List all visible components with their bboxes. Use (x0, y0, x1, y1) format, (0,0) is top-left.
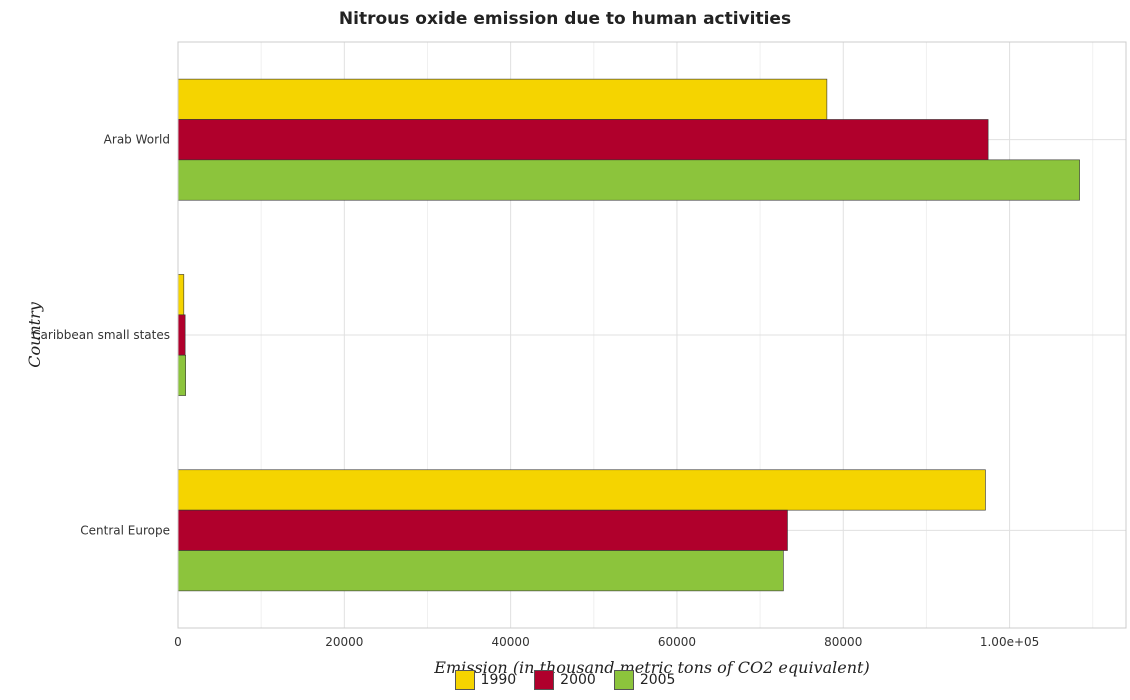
legend-item: 2005 (613, 670, 676, 690)
legend-swatch (534, 670, 555, 690)
bar-1990 (177, 469, 986, 511)
plot-border (177, 41, 1127, 629)
bar-2000 (177, 314, 186, 356)
bar-1990 (177, 274, 185, 316)
x-tick-label: 1.00e+05 (980, 635, 1039, 649)
bar-2005 (177, 550, 784, 592)
chart-title: Nitrous oxide emission due to human acti… (338, 9, 792, 29)
bar-1990 (177, 78, 828, 120)
bar-2000 (177, 509, 788, 551)
legend-label: 2005 (639, 672, 676, 688)
x-tick-label: 0 (174, 635, 182, 649)
legend-item: 1990 (454, 670, 517, 690)
y-axis-label: Country (25, 301, 44, 368)
legend-label: 2000 (560, 672, 596, 688)
y-tick-label: Arab World (104, 133, 170, 147)
legend: 1990 2000 2005 (0, 670, 1130, 690)
y-tick-label: Central Europe (80, 523, 170, 537)
x-tick-label: 40000 (492, 635, 530, 649)
legend-swatch (613, 670, 634, 690)
x-tick-label: 80000 (824, 635, 862, 649)
x-tick-label: 20000 (325, 635, 363, 649)
x-tick-label: 60000 (658, 635, 696, 649)
y-tick-label: Caribbean small states (32, 328, 170, 342)
legend-swatch (454, 670, 475, 690)
bar-2005 (177, 354, 186, 396)
bar-2000 (177, 119, 989, 161)
bar-2005 (177, 159, 1080, 201)
legend-label: 1990 (480, 672, 517, 688)
legend-item: 2000 (534, 670, 596, 690)
